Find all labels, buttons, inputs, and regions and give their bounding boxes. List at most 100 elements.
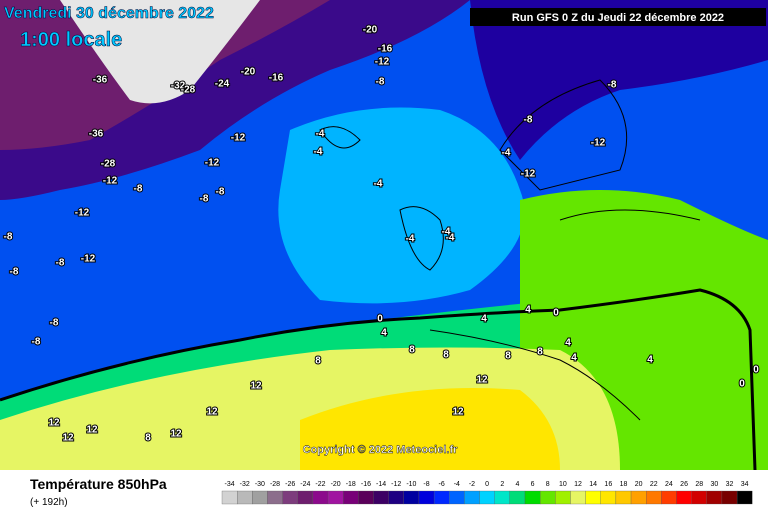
- legend-swatch: [418, 490, 435, 505]
- legend-swatch: [312, 490, 329, 505]
- contour-label: -8: [32, 337, 41, 348]
- legend-swatch: [433, 490, 450, 505]
- contour-label: -4: [502, 148, 511, 159]
- legend-tick-label: -24: [300, 481, 310, 488]
- legend-swatch: [524, 490, 541, 505]
- legend-tick-label: -32: [240, 481, 250, 488]
- contour-label: 12: [476, 375, 488, 386]
- run-info: Run GFS 0 Z du Jeudi 22 décembre 2022: [512, 12, 724, 24]
- contour-label: -4: [406, 234, 415, 245]
- run-box: [470, 8, 766, 26]
- contour-label: -8: [134, 184, 143, 195]
- legend-swatch: [282, 490, 298, 505]
- contour-label: -8: [10, 267, 19, 278]
- legend-tick-label: -30: [255, 481, 265, 488]
- contour-label: 4: [481, 314, 487, 325]
- contour-label: -12: [521, 169, 536, 180]
- contour-label: 8: [315, 356, 321, 367]
- contour-label: 8: [443, 350, 449, 361]
- contour-label: -8: [56, 258, 65, 269]
- contour-label: -12: [205, 158, 220, 169]
- legend-swatch: [600, 490, 617, 505]
- legend-swatch: [676, 490, 692, 505]
- footer-lead: (+ 192h): [30, 497, 68, 508]
- contour-label: 12: [452, 407, 464, 418]
- legend-swatch: [327, 490, 344, 505]
- contour-label: -36: [93, 75, 108, 86]
- legend-swatch: [736, 490, 753, 505]
- legend-swatch: [373, 490, 389, 505]
- contour-label: -12: [81, 254, 96, 265]
- legend-swatch: [236, 490, 253, 505]
- legend-swatch: [494, 490, 511, 505]
- legend-tick-label: -34: [225, 481, 235, 488]
- contour-label: -28: [101, 159, 116, 170]
- legend-tick-label: 30: [710, 481, 718, 488]
- legend-tick-label: -12: [391, 481, 401, 488]
- contour-label: -8: [50, 318, 59, 329]
- legend-tick-label: 2: [500, 481, 504, 488]
- warmest-region: [300, 388, 560, 470]
- legend-tick-label: -26: [285, 481, 295, 488]
- contour-label: -16: [378, 44, 393, 55]
- legend-swatch: [297, 490, 314, 505]
- legend-tick-label: -6: [439, 481, 445, 488]
- legend-swatch: [661, 490, 677, 505]
- contour-label: 4: [565, 338, 571, 349]
- contour-label: 12: [170, 429, 182, 440]
- copyright: Copyright © 2022 Meteociel.fr: [303, 444, 459, 456]
- contour-label: -8: [200, 194, 209, 205]
- contour-label: -20: [241, 67, 256, 78]
- contour-label: -24: [215, 79, 230, 90]
- coastlines: [319, 79, 701, 421]
- legend-tick-label: 20: [635, 481, 643, 488]
- contour-label: -4: [314, 147, 323, 158]
- legend-swatch: [570, 490, 586, 505]
- contour-label: -20: [363, 25, 378, 36]
- contour-label: 0: [753, 365, 759, 376]
- legend-swatch: [691, 490, 707, 505]
- contour-label: -8: [524, 115, 533, 126]
- legend-tick-label: 12: [574, 481, 582, 488]
- contour-label: 4: [381, 328, 387, 339]
- legend-swatch: [540, 490, 556, 505]
- legend-swatch: [403, 490, 420, 505]
- valid-date: Vendredi 30 décembre 2022: [4, 5, 214, 22]
- legend-swatch: [343, 490, 359, 505]
- legend-tick-label: 0: [485, 481, 489, 488]
- contour-label: -12: [591, 138, 606, 149]
- contour-label: -36: [89, 129, 104, 140]
- footer-title: Température 850hPa: [30, 476, 167, 492]
- legend-tick-label: -16: [361, 481, 371, 488]
- legend-tick-label: -28: [270, 481, 280, 488]
- contour-label: -12: [103, 176, 118, 187]
- contour-label: -4: [374, 179, 383, 190]
- contour-label: -32: [171, 81, 186, 92]
- legend-tick-label: 34: [741, 481, 749, 488]
- legend-swatch: [509, 490, 526, 505]
- contour-label: 8: [145, 433, 151, 444]
- legend-tick-label: 4: [515, 481, 519, 488]
- legend-swatch: [267, 490, 283, 505]
- contour-label: -16: [269, 73, 284, 84]
- contour-label: -8: [608, 80, 617, 91]
- contour-label: 8: [505, 351, 511, 362]
- legend-swatch: [464, 490, 480, 505]
- contour-label: 12: [250, 381, 262, 392]
- contour-label: 12: [62, 433, 74, 444]
- contour-label: 0: [739, 379, 745, 390]
- contour-label: 0: [553, 308, 559, 319]
- legend-swatch: [585, 490, 601, 505]
- legend-swatch: [358, 490, 374, 505]
- legend-swatch: [221, 490, 238, 505]
- legend-swatch: [630, 490, 647, 505]
- contour-label: -12: [375, 57, 390, 68]
- legend-swatch: [721, 490, 738, 505]
- contour-label: -4: [446, 233, 455, 244]
- contour-label: 8: [537, 347, 543, 358]
- contour-label: 4: [647, 355, 653, 366]
- legend-swatch: [615, 490, 632, 505]
- contour-label: -4: [316, 129, 325, 140]
- legend-swatch: [646, 490, 662, 505]
